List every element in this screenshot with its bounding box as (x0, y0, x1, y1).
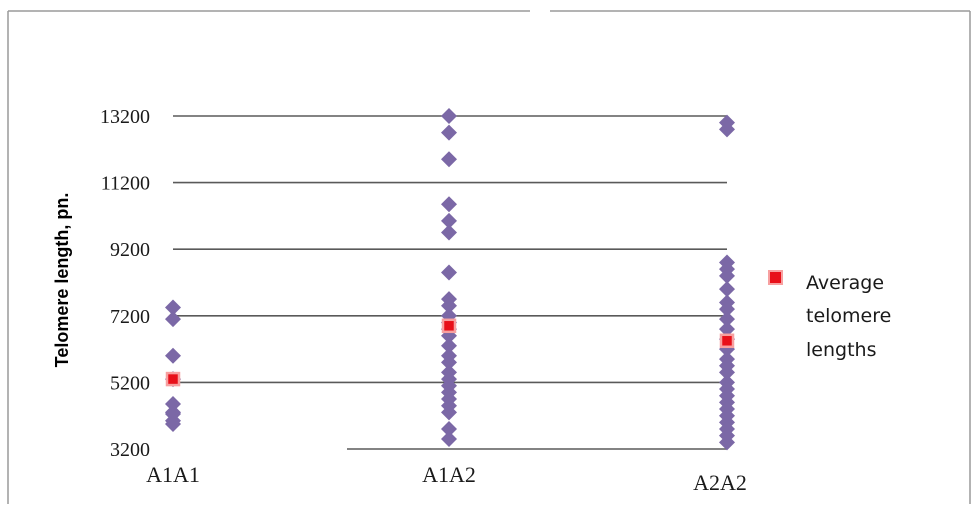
data-point-diamond (441, 354, 457, 371)
legend-average-marker (768, 270, 783, 285)
x-category-label: A1A1 (146, 462, 200, 487)
data-point-diamond (165, 311, 181, 328)
data-point-diamond (441, 264, 457, 281)
data-point-diamond (165, 396, 181, 413)
y-axis-label: Telomere length, pn. (52, 193, 72, 368)
data-point-diamond (441, 297, 457, 314)
data-point-diamond (719, 364, 735, 381)
data-point-diamond (165, 347, 181, 364)
data-points (165, 108, 735, 451)
y-tick-label: 3200 (110, 439, 150, 461)
x-category-labels: A1A1 A1A2 A2A2 (146, 462, 747, 495)
y-tick-labels: 3200 5200 7200 9200 11200 13200 (100, 106, 150, 461)
data-point-diamond (441, 151, 457, 168)
x-category-label: A1A2 (422, 462, 476, 487)
legend-label-line-1: Average (806, 272, 884, 294)
data-point-diamond (165, 299, 181, 316)
data-point-diamond (441, 124, 457, 141)
average-markers (165, 318, 735, 387)
data-point-diamond (165, 412, 181, 429)
y-tick-label: 7200 (110, 306, 150, 328)
data-point-diamond (441, 224, 457, 241)
y-tick-label: 9200 (110, 239, 150, 261)
data-point-diamond (719, 281, 735, 298)
data-point-diamond (719, 121, 735, 138)
data-point-diamond (719, 301, 735, 318)
data-point-diamond (441, 212, 457, 229)
data-point-diamond (441, 108, 457, 124)
average-marker (719, 333, 735, 349)
x-category-label: A2A2 (693, 470, 747, 495)
data-point-diamond (719, 321, 735, 338)
data-point-diamond (441, 421, 457, 438)
legend-label-line-2: telomere (806, 305, 891, 327)
data-point-diamond (165, 404, 181, 421)
data-point-diamond (719, 267, 735, 284)
average-marker (441, 318, 457, 334)
data-point-diamond (441, 404, 457, 421)
data-point-diamond (719, 311, 735, 328)
data-point-diamond (719, 434, 735, 451)
average-marker (165, 371, 181, 387)
y-tick-label: 11200 (101, 173, 150, 195)
data-point-diamond (441, 337, 457, 354)
y-tick-label: 5200 (110, 372, 150, 394)
legend: Average telomere lengths (768, 270, 891, 361)
y-tick-label: 13200 (100, 106, 150, 128)
data-point-diamond (441, 196, 457, 213)
legend-label-line-3: lengths (806, 339, 876, 361)
data-point-diamond (441, 431, 457, 448)
